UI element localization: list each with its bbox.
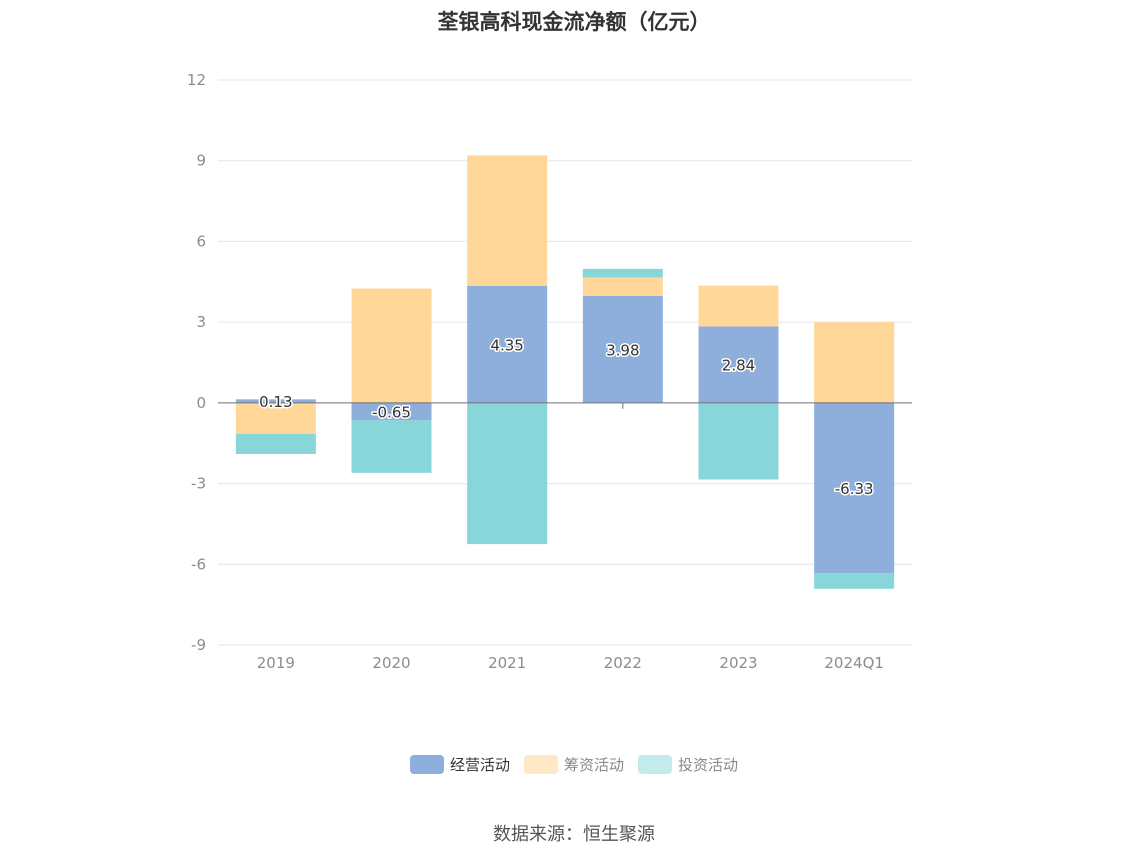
label-layer: 0.13 -0.65 4.35 3.98 2.84 -6.33 [258,335,875,500]
legend: 经营活动 筹资活动 投资活动 [0,754,1148,775]
y-tick-label: 9 [196,152,206,170]
bar-2023-series-1[interactable] [698,285,779,327]
x-tick-label: 2023 [719,654,757,672]
bar-2020-series-1[interactable] [351,288,432,403]
bar-2021-series-1[interactable] [467,155,548,286]
bar-2024Q1-series-2[interactable] [814,573,895,589]
x-tick-label: 2021 [488,654,526,672]
bar-2023-series-2[interactable] [698,402,779,480]
legend-item-1[interactable]: 筹资活动 [523,754,624,775]
bar-2023-series-0[interactable] [698,326,779,403]
legend-item-2[interactable]: 投资活动 [638,754,738,775]
legend-label: 投资活动 [678,756,739,774]
data-label: 2.84 [722,357,755,375]
bar-2022-series-0[interactable] [582,295,663,403]
y-tick-label: 0 [196,394,206,412]
data-label: -0.65 [372,404,411,422]
data-label: 3.98 [606,341,639,359]
data-source-note: 数据来源：恒生聚源 [493,824,655,845]
x-tick-label: 2022 [604,654,642,672]
bar-2020-series-2[interactable] [351,420,432,473]
legend-item-0[interactable]: 经营活动 [409,754,510,775]
y-tick-label: 3 [196,313,206,331]
x-tick-label: 2024Q1 [824,654,884,672]
bar-2020-series-0[interactable] [351,402,432,421]
legend-swatch [638,755,672,774]
data-label: -6.33 [835,480,874,498]
bar-2024Q1-series-0[interactable] [814,402,895,574]
bar-2024Q1-series-1[interactable] [814,322,895,403]
bar-2019-series-2[interactable] [235,433,316,454]
x-tick-label: 2020 [372,654,410,672]
legend-label: 经营活动 [449,756,510,774]
legend-swatch [523,755,558,774]
y-tick-label: 6 [196,232,206,250]
x-tick-label: 2019 [257,654,295,672]
data-label: 0.13 [259,393,292,411]
bar-layer [235,155,895,589]
y-tick-label: -3 [191,475,206,493]
bar-2019-series-1[interactable] [235,402,316,434]
chart-title: 荃银高科现金流净额（亿元） [437,10,711,34]
y-tick-label: 12 [187,71,206,89]
bar-2021-series-0[interactable] [467,285,548,403]
y-tick-label: -9 [191,636,206,654]
axis-layer: 12 9 6 3 0 -3 -6 -9 2019 2020 2021 2022 2023 2024Q1 [187,71,912,672]
y-tick-label: -6 [191,555,206,573]
bar-2021-series-2[interactable] [467,402,548,545]
bar-2022-series-2[interactable] [582,268,663,278]
grid-layer [218,79,912,646]
bar-2022-series-1[interactable] [582,277,663,296]
legend-swatch [409,755,444,774]
legend-label: 筹资活动 [563,756,624,774]
data-label: 4.35 [490,336,523,354]
bar-2019-series-0[interactable] [235,399,316,403]
